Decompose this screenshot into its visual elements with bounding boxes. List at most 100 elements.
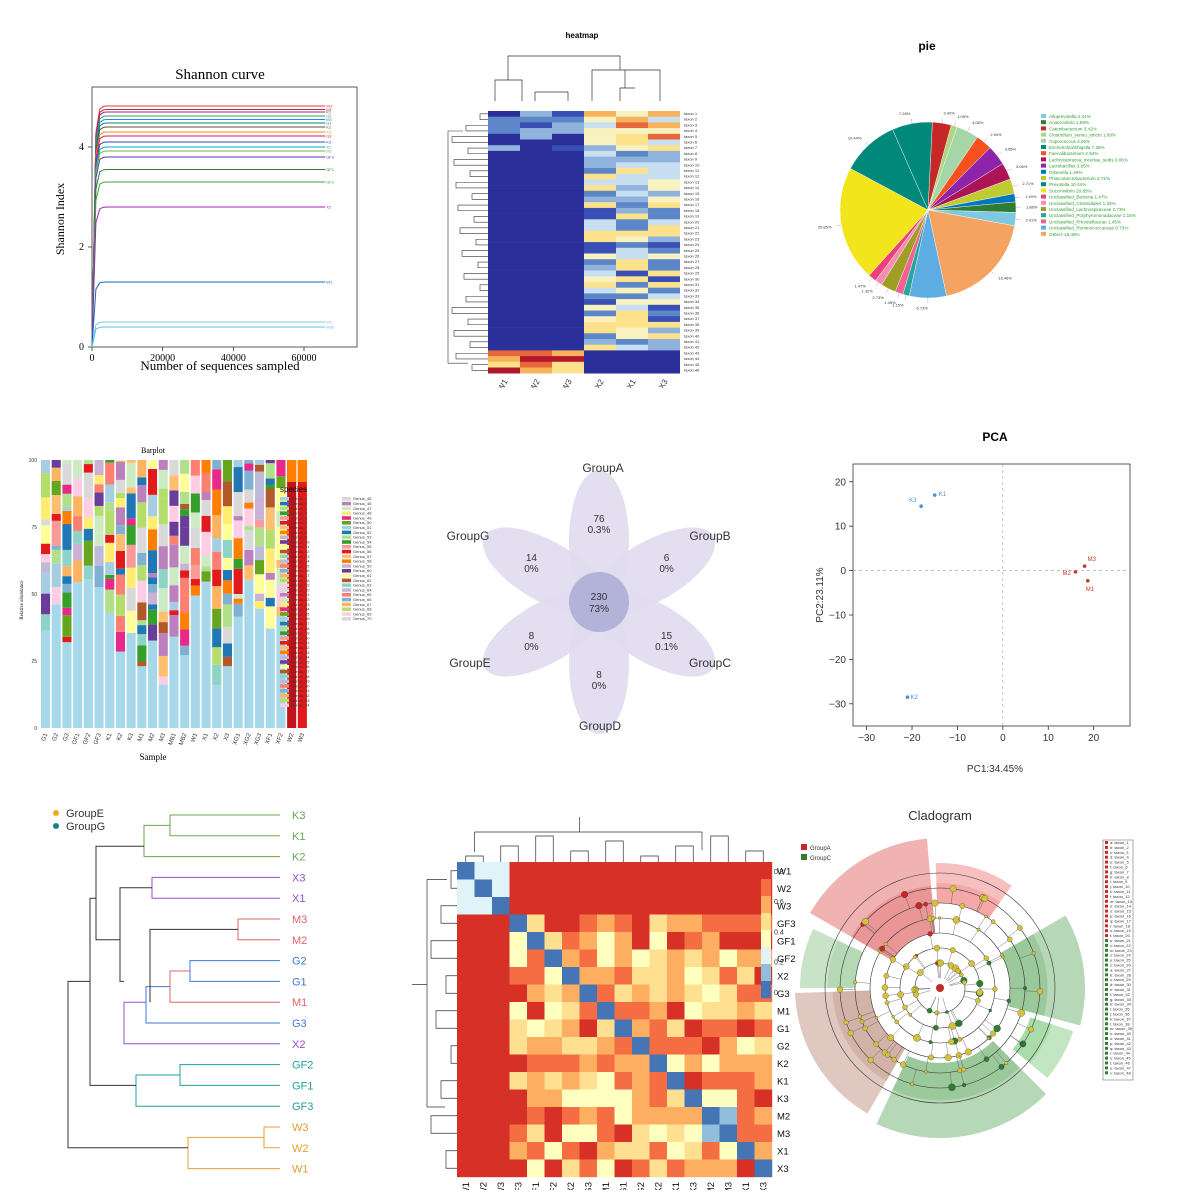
bar-segment [83,528,93,541]
heat-cell [584,339,616,345]
row-label: taxon 39 [684,328,700,333]
petal-group-label: GroupB [689,529,730,543]
corr-cell [544,914,563,933]
heat-cell [648,168,680,174]
bar-segment [265,579,275,598]
corr-cell [632,897,650,915]
y-axis-label: Relative abundance [20,580,25,620]
row-label: taxon 36 [684,311,700,316]
corr-cell [632,1019,650,1038]
heat-cell [648,225,680,231]
legend-swatch [1041,145,1046,149]
heat-cell [520,270,552,277]
heat-cell [488,327,520,334]
clade-legend-swatch [1105,963,1108,967]
heat-cell [520,350,552,357]
corr-cell [509,1072,528,1090]
corr-cell [597,1107,615,1125]
bar-segment [180,563,190,571]
heat-cell [648,202,680,209]
corr-cell [579,1072,598,1090]
row-label: taxon 43 [684,350,700,355]
scale-tick-label: 0.6 [774,899,784,906]
heat-cell [584,156,616,163]
legend-label: Anaerovibrio 1.88% [1049,120,1089,125]
legend-swatch [342,540,351,544]
heat-cell [584,230,616,237]
row-label: taxon 11 [684,168,700,173]
bar-segment [276,526,286,544]
corr-cell [684,862,703,880]
legend-label: Unclassified_Prevotellaceae 1.45% [1049,219,1121,224]
bar-segment [137,477,147,486]
heat-cell [552,344,584,351]
clade-node [959,972,964,978]
series-label: X3 [326,130,332,135]
bar-segment [158,546,168,570]
legend-swatch [280,573,289,578]
corr-cell [597,949,615,968]
heat-cell [648,316,680,323]
clade-legend-label: f: taxon_32 [1110,992,1131,997]
bar-segment [255,593,265,602]
scale-tick-label: 0.4 [774,929,784,936]
corr-cell [474,949,493,968]
clade-branch [896,1012,909,1022]
bar-segment [158,469,168,478]
clade-legend-swatch [1105,870,1108,874]
pie-percent-label: 1.09% [957,114,969,119]
corr-cell [474,1037,493,1055]
clade-node [952,916,961,924]
clade-legend-swatch [1105,894,1108,898]
heat-cell [616,287,648,294]
column-label: K2 [653,1182,664,1190]
correlation-dendrograms [412,817,764,1169]
corr-cell [457,1037,475,1055]
legend-label: Genus_7 [291,525,308,530]
corr-cell [527,879,545,898]
bar-segment [148,516,158,530]
column-label: W2 [478,1182,489,1190]
petal-percent: 0.3% [588,525,611,536]
heat-cell [552,213,584,220]
tree-branch [143,824,280,858]
corr-cell [562,1054,580,1073]
clade-node [867,1057,874,1063]
row-dendrogram [447,113,488,371]
legend-label: Genus_70 [353,616,372,621]
heat-cell [648,321,680,328]
legend-label: Genus_30 [291,635,310,640]
legend-label: Genus_38 [291,674,310,679]
legend-label: Prevotella 10.44% [1049,182,1086,187]
corr-cell [649,1002,668,1020]
legend-label: Genus_35 [291,659,310,664]
legend-swatch [1041,188,1046,193]
bar-segment [105,612,115,728]
corr-cell [737,879,755,898]
clade-legend-swatch [1105,1056,1108,1060]
leaf-label: K2 [292,852,305,864]
heat-cell [584,316,616,323]
corr-cell [702,1142,720,1160]
row-label: taxon 27 [684,259,700,264]
bar-segment [148,529,158,551]
corr-cell [579,1142,598,1160]
clade-branch [947,971,960,982]
heat-cell [488,259,520,266]
bar-segment [255,497,265,520]
dendrogram-panel: GroupE GroupG K3 K1 K2 X3 X1 M3 M2 G2 G1 M1 G3 X2 GF2… [40,790,380,1190]
clade-node [984,914,988,918]
bar-segment [265,568,275,573]
heat-cell [648,185,680,192]
heat-cell [520,213,552,220]
heat-cell [552,185,584,192]
legend-swatch [1041,169,1046,174]
x-tick-label: 10 [1043,733,1055,744]
corr-cell [684,967,703,985]
bar-segment [115,631,125,652]
corr-cell [562,1019,580,1038]
corr-cell [492,1107,510,1125]
clade-node [1017,925,1023,931]
column-label: GF3 [513,1182,524,1190]
pca-panel: PCA PC1:34.45% PC2:23.11% −30 −20 −10 0 10 20… [805,420,1198,780]
